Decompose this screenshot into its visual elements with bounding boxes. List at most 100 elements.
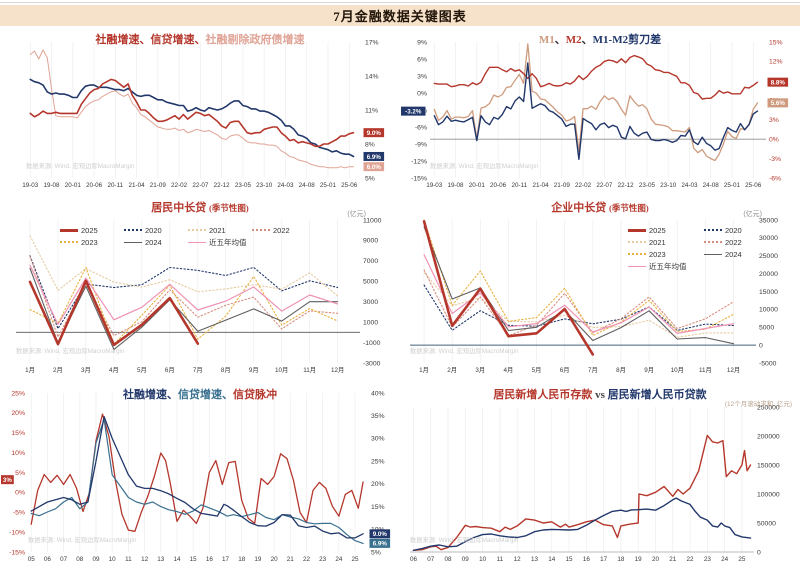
x-tick-label: 9月 <box>644 366 654 374</box>
y-tick-label: 8% <box>365 141 375 148</box>
x-tick-label: 07 <box>60 556 68 563</box>
y-tick-label: -6% <box>415 124 427 131</box>
latest-value-label: 6.9% <box>363 151 385 161</box>
social-financing-credit-growth-plot: 19-03 19-08 20-01 20-06 20-11 21-04 21-09 22-02… <box>22 39 385 189</box>
y-axis-right-labels: 11000 9000 7000 5000 3000 1000 -1000 -3000 <box>363 217 382 367</box>
series-line-M2 <box>433 54 759 100</box>
y-tick-label: 11000 <box>363 217 382 224</box>
x-tick-label: 19 <box>254 556 262 563</box>
x-tick-label: 18 <box>238 556 246 563</box>
m1-m2-scissors-plot: 19-03 19-08 20-01 20-06 20-11 21-04 21-09 22-02… <box>401 39 789 189</box>
series-line-2025 <box>28 279 200 347</box>
series-line-2023 <box>29 266 339 345</box>
x-tick-label: 11月 <box>303 366 316 374</box>
gridlines <box>30 393 356 552</box>
x-tick-label: 24-08 <box>703 182 720 189</box>
x-axis-labels: 05 06 07 08 09 10 11 12 13 14 15 16 17 18 19 20 21 22 23 24… <box>28 556 359 563</box>
y-tick-label: 0% <box>15 490 25 497</box>
y-tick-label: 100000 <box>757 491 780 498</box>
y-tick-label: 0 <box>757 549 761 556</box>
latest-value-label: 5.6% <box>767 98 789 108</box>
x-tick-label: 22 <box>687 556 695 563</box>
svg-text:9.0%: 9.0% <box>367 130 382 137</box>
x-tick-label: 19 <box>635 556 643 563</box>
x-tick-label: 23-10 <box>660 182 677 189</box>
series-line-2024 <box>423 226 735 345</box>
y-tick-label: 0% <box>417 90 427 97</box>
chart-panel-m1-m2-scissors: 19-03 19-08 20-01 20-06 20-11 21-04 21-09 22-02… <box>400 26 800 194</box>
x-tick-label: 17 <box>600 556 608 563</box>
y-tick-label: 10% <box>11 450 25 457</box>
latest-value-label: 3% <box>1 475 14 485</box>
x-tick-label: 12月 <box>331 366 344 374</box>
y-tick-label: 0% <box>769 136 779 143</box>
charts-grid: 19-03 19-08 20-01 20-06 20-11 21-04 21-09 22-02… <box>0 26 800 570</box>
x-tick-label: 3月 <box>475 366 485 374</box>
gridlines <box>433 42 754 178</box>
svg-text:6.9%: 6.9% <box>367 154 382 161</box>
x-tick-label: 22 <box>303 556 311 563</box>
credit-impulse-plot: 05 06 07 08 09 10 11 12 13 14 15 16 17 18 19 20 21 22 23 24… <box>1 390 391 563</box>
chart-panel-deposits-vs-loans: 06 07 08 09 10 11 12 13 14 15 16 17 18 19 20 21 22 23 24 25… <box>400 381 800 570</box>
svg-text:5.6%: 5.6% <box>771 100 786 107</box>
x-tick-label: 05 <box>28 556 36 563</box>
svg-text:3%: 3% <box>3 477 12 484</box>
x-axis-labels: 19-03 19-08 20-01 20-06 20-11 21-04 21-09 22-02… <box>426 182 762 189</box>
x-tick-label: 08 <box>445 556 453 563</box>
x-tick-label: 24-03 <box>681 182 698 189</box>
x-tick-label: 13 <box>157 556 165 563</box>
latest-value-label: 6.9% <box>369 538 391 548</box>
svg-text:6.9%: 6.9% <box>373 541 388 548</box>
x-tick-label: 09 <box>462 556 470 563</box>
x-tick-label: 11 <box>497 556 504 563</box>
y-tick-label: 15% <box>769 39 783 46</box>
x-tick-label: 20 <box>652 556 660 563</box>
y-tick-label: -10% <box>9 529 25 536</box>
x-tick-label: 19-08 <box>447 182 464 189</box>
x-tick-label: 20-11 <box>107 182 123 189</box>
x-tick-label: 15 <box>190 556 198 563</box>
series-line-2025 <box>422 220 595 356</box>
gridlines <box>29 42 350 178</box>
latest-value-label: 9.0% <box>369 529 391 539</box>
series-line-2024 <box>29 267 339 350</box>
series-line-近五年均值 <box>29 264 339 326</box>
y-tick-label: 0 <box>759 342 763 349</box>
x-tick-label: 25 <box>738 556 746 563</box>
y-tick-label: 5000 <box>759 325 774 332</box>
svg-text:-3.2%: -3.2% <box>405 108 422 115</box>
y-axis-left-labels: 25% 20% 15% 10% 5% 0% -5% -10% -15% <box>9 390 25 556</box>
x-tick-label: 1月 <box>25 366 35 374</box>
y-tick-label: 15000 <box>759 289 778 296</box>
y-tick-label: -12% <box>411 158 427 165</box>
y-tick-label: -3000 <box>363 360 381 367</box>
latest-value-label: 6.0% <box>363 162 385 172</box>
x-tick-label: 19-08 <box>43 182 60 189</box>
x-tick-label: 25 <box>352 556 360 563</box>
x-tick-label: 4月 <box>504 366 514 374</box>
y-tick-label: 7000 <box>363 258 378 265</box>
x-tick-label: 20-11 <box>511 182 527 189</box>
x-axis-labels: 1月 2月 3月 4月 5月 6月 7月 8月 9月 10月 11月 12月 <box>25 366 344 374</box>
y-tick-label: 30% <box>371 436 385 443</box>
x-tick-label: 19-03 <box>426 182 443 189</box>
y-tick-label: 5% <box>365 175 375 182</box>
x-tick-label: 20-06 <box>490 182 507 189</box>
x-tick-label: 08 <box>76 556 84 563</box>
x-tick-label: 06 <box>44 556 52 563</box>
y-tick-label: -5% <box>13 510 25 517</box>
chart-panel-social-financing-growth: 19-03 19-08 20-01 20-06 20-11 21-04 21-09 22-02… <box>0 26 400 194</box>
y-tick-label: 15% <box>11 430 25 437</box>
x-tick-label: 8月 <box>221 366 231 374</box>
x-tick-label: 23-10 <box>256 182 273 189</box>
svg-text:9.0%: 9.0% <box>373 531 388 538</box>
x-axis-labels: 19-03 19-08 20-01 20-06 20-11 21-04 21-09 22-02… <box>22 182 358 189</box>
x-tick-label: 8月 <box>616 366 626 374</box>
y-tick-label: 25000 <box>759 253 778 260</box>
y-axis-right-labels: 250000 200000 150000 100000 50000 0 <box>757 404 780 556</box>
x-tick-label: 09 <box>92 556 100 563</box>
series-line-信贷增速 <box>30 418 364 544</box>
series-line-社融增速 <box>29 78 355 148</box>
y-tick-label: 1000 <box>363 319 378 326</box>
x-tick-label: 24 <box>721 556 729 563</box>
